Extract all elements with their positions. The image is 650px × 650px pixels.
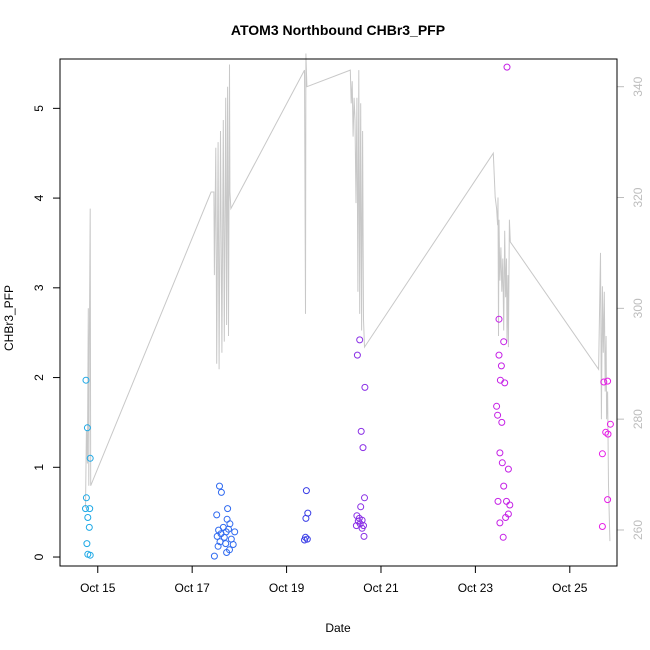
- data-point-series-4: [353, 351, 361, 359]
- data-point-series-6: [604, 377, 612, 385]
- secondary-series-line: [85, 53, 611, 542]
- data-point-series-6: [604, 496, 612, 504]
- x-tick-label: Oct 17: [174, 581, 210, 595]
- y-tick-label: 5: [32, 105, 46, 112]
- data-point-series-5: [493, 402, 501, 410]
- data-point-series-3: [302, 514, 310, 522]
- y2-tick-label: 300: [631, 298, 645, 318]
- y2-tick-label: 280: [631, 409, 645, 429]
- data-point-series-4: [356, 520, 364, 528]
- data-point-series-5: [499, 533, 507, 541]
- data-point-series-5: [497, 362, 505, 370]
- data-point-series-2: [222, 540, 230, 548]
- data-point-series-6: [602, 428, 610, 436]
- data-point-series-5: [504, 465, 512, 473]
- data-point-series-5: [503, 63, 511, 71]
- data-point-series-4: [358, 524, 366, 532]
- data-point-series-1: [86, 551, 94, 559]
- data-point-series-6: [600, 378, 608, 386]
- y-tick-label: 3: [32, 284, 46, 291]
- y2-tick-label: 340: [631, 76, 645, 96]
- data-point-series-2: [210, 552, 218, 560]
- data-point-series-4: [352, 522, 360, 530]
- x-tick-label: Oct 23: [458, 581, 494, 595]
- data-point-series-1: [84, 514, 92, 521]
- y-axis-label: CHBr3_PFP: [2, 285, 16, 351]
- y-tick-label: 1: [32, 464, 46, 471]
- data-point-series-1: [83, 424, 91, 432]
- data-point-series-5: [495, 315, 503, 323]
- data-point-series-1: [86, 454, 94, 462]
- data-point-series-5: [502, 514, 510, 521]
- data-point-series-2: [231, 528, 239, 536]
- data-point-series-5: [500, 482, 508, 490]
- data-point-series-5: [498, 418, 506, 426]
- plot-frame: [59, 58, 618, 567]
- data-point-series-2: [217, 488, 225, 496]
- data-point-series-2: [213, 532, 221, 540]
- x-tick-label: Oct 25: [552, 581, 588, 595]
- data-point-series-4: [360, 532, 368, 540]
- data-point-series-2: [224, 505, 232, 513]
- data-point-series-2: [213, 511, 221, 519]
- data-point-series-2: [223, 549, 231, 556]
- data-point-series-6: [604, 430, 612, 438]
- data-point-series-6: [606, 420, 614, 428]
- data-point-series-5: [506, 501, 514, 509]
- data-point-series-5: [495, 351, 503, 359]
- data-point-series-3: [302, 487, 310, 495]
- y-tick-label: 4: [32, 194, 46, 201]
- data-point-series-4: [359, 444, 367, 452]
- data-point-series-5: [494, 497, 502, 505]
- data-point-series-1: [85, 523, 93, 531]
- data-point-series-4: [361, 383, 369, 391]
- data-point-series-5: [496, 449, 504, 457]
- data-point-series-2: [214, 542, 222, 550]
- chart-title: ATOM3 Northbound CHBr3_PFP: [231, 22, 445, 38]
- axes-layer: Oct 15 Oct 17 Oct 19 Oct 21 Oct 23 Oct 25 0 1 2 3…: [32, 76, 645, 595]
- x-tick-label: Oct 21: [363, 581, 399, 595]
- data-point-series-1: [82, 376, 90, 384]
- data-point-series-4: [357, 503, 365, 511]
- data-point-series-3: [301, 536, 308, 544]
- y-tick-label: 0: [32, 553, 46, 560]
- data-point-series-6: [598, 450, 606, 458]
- data-point-series-6: [598, 523, 606, 530]
- data-point-series-4: [356, 336, 364, 344]
- data-point-series-1: [83, 540, 91, 548]
- data-point-series-1: [82, 494, 90, 502]
- y-tick-label: 2: [32, 374, 46, 381]
- x-tick-label: Oct 15: [80, 581, 116, 595]
- data-point-series-2: [229, 541, 237, 548]
- data-point-series-5: [501, 379, 509, 387]
- y2-tick-label: 260: [631, 520, 645, 540]
- x-axis-label: Date: [325, 621, 351, 635]
- data-point-series-2: [216, 482, 223, 490]
- data-point-series-5: [494, 411, 502, 419]
- data-point-series-2: [220, 533, 228, 541]
- data-point-series-5: [500, 338, 508, 346]
- data-point-series-2: [215, 526, 223, 534]
- data-point-series-4: [357, 427, 365, 435]
- x-tick-label: Oct 19: [269, 581, 305, 595]
- data-point-series-1: [82, 505, 89, 513]
- data-point-series-4: [361, 494, 368, 502]
- data-point-series-1: [86, 505, 94, 513]
- data-points-layer: [82, 63, 614, 560]
- data-point-series-5: [498, 459, 506, 467]
- y2-tick-label: 320: [631, 187, 645, 207]
- secondary-series-layer: [85, 53, 611, 542]
- data-point-series-5: [496, 519, 504, 527]
